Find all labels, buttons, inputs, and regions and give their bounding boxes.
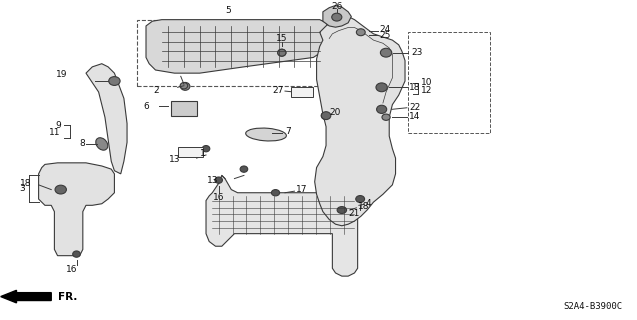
Text: 3: 3	[20, 183, 25, 193]
Polygon shape	[39, 163, 115, 256]
Text: 22: 22	[410, 103, 420, 112]
Text: 16: 16	[66, 265, 78, 274]
Ellipse shape	[380, 48, 392, 57]
Text: 11: 11	[49, 128, 61, 138]
Text: 25: 25	[380, 31, 391, 40]
Text: 2: 2	[153, 86, 159, 95]
Text: 15: 15	[276, 34, 287, 43]
Ellipse shape	[332, 13, 342, 21]
Polygon shape	[171, 101, 197, 116]
Ellipse shape	[278, 49, 286, 56]
Text: 7: 7	[285, 127, 290, 136]
Ellipse shape	[376, 83, 387, 92]
Text: 27: 27	[273, 86, 283, 95]
Text: 18: 18	[20, 179, 31, 188]
Text: 6: 6	[143, 102, 149, 111]
Ellipse shape	[246, 128, 287, 141]
Polygon shape	[86, 64, 127, 174]
Polygon shape	[146, 20, 329, 73]
Ellipse shape	[278, 49, 286, 56]
Text: 18: 18	[357, 202, 369, 212]
Text: FR.: FR.	[57, 292, 77, 301]
Text: 5: 5	[225, 6, 231, 15]
Bar	[136, 20, 333, 86]
Ellipse shape	[321, 112, 331, 120]
Ellipse shape	[376, 105, 387, 113]
Bar	[291, 87, 313, 97]
Ellipse shape	[355, 196, 364, 203]
Ellipse shape	[240, 166, 248, 172]
Bar	[178, 147, 203, 156]
Polygon shape	[206, 175, 357, 276]
Ellipse shape	[55, 185, 66, 194]
Text: 19: 19	[55, 70, 67, 79]
Bar	[408, 32, 490, 133]
Ellipse shape	[109, 76, 120, 85]
FancyArrow shape	[1, 290, 51, 303]
Polygon shape	[315, 17, 405, 226]
Text: 8: 8	[80, 140, 85, 148]
Ellipse shape	[356, 29, 365, 36]
Text: 1: 1	[200, 149, 206, 158]
Text: 4: 4	[365, 199, 371, 208]
Text: 17: 17	[296, 185, 308, 194]
Ellipse shape	[73, 251, 80, 257]
Text: 23: 23	[412, 48, 423, 57]
Ellipse shape	[337, 207, 347, 213]
Ellipse shape	[271, 189, 280, 196]
Text: 18: 18	[410, 83, 421, 92]
Ellipse shape	[180, 83, 188, 89]
Polygon shape	[323, 5, 352, 27]
Text: 16: 16	[213, 193, 224, 202]
Text: 21: 21	[349, 209, 360, 218]
Ellipse shape	[96, 138, 108, 150]
Text: 9: 9	[55, 121, 61, 130]
Text: 24: 24	[380, 25, 391, 34]
Text: 26: 26	[331, 2, 343, 11]
Text: 13: 13	[207, 176, 218, 185]
Ellipse shape	[215, 177, 222, 183]
Text: 20: 20	[329, 108, 341, 117]
Text: 12: 12	[421, 86, 432, 95]
Ellipse shape	[382, 114, 390, 120]
Ellipse shape	[202, 146, 210, 152]
Ellipse shape	[321, 112, 331, 120]
Text: S2A4-B3900C: S2A4-B3900C	[564, 301, 623, 310]
Text: 13: 13	[169, 155, 181, 164]
Text: 10: 10	[421, 78, 433, 87]
Text: 14: 14	[410, 112, 421, 121]
Ellipse shape	[180, 83, 190, 90]
